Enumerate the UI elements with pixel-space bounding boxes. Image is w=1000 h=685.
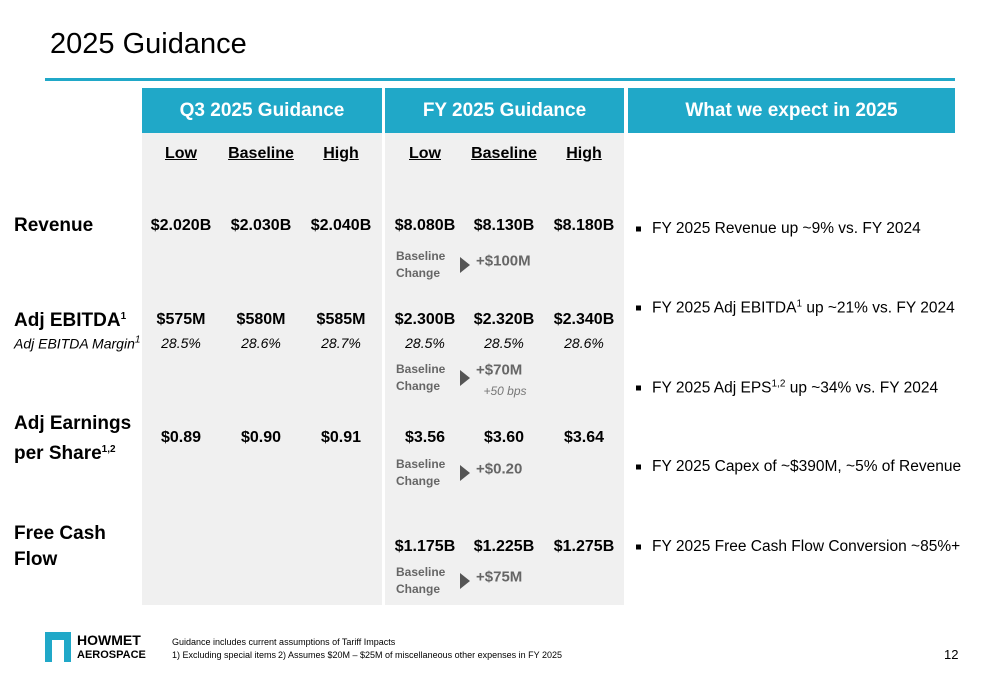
q3-value: $2.030B bbox=[230, 217, 292, 234]
fy-value: $8.180B bbox=[553, 217, 615, 234]
q3-header: Q3 2025 Guidance bbox=[142, 88, 382, 133]
baseline-change-value: +$100M bbox=[476, 252, 531, 270]
title: 2025 Guidance bbox=[50, 28, 247, 60]
q3-margin: 28.5% bbox=[161, 335, 201, 351]
q3-value: $0.91 bbox=[320, 429, 362, 446]
bullet-marker bbox=[636, 544, 641, 550]
change-arrow bbox=[460, 257, 470, 273]
q3-value: $0.90 bbox=[240, 429, 282, 446]
expectation: FY 2025 Revenue up ~9% vs. FY 2024 bbox=[652, 220, 921, 238]
fy-value: $1.275B bbox=[553, 538, 615, 555]
fy-header: FY 2025 Guidance bbox=[385, 88, 624, 133]
title-rule bbox=[45, 78, 955, 81]
row-label: Adj Earnings per Share1,2 bbox=[14, 411, 139, 467]
column-subheader: High bbox=[566, 145, 602, 162]
change-arrow bbox=[460, 370, 470, 386]
expect-header: What we expect in 2025 bbox=[628, 88, 955, 133]
fy-value: $8.130B bbox=[473, 217, 535, 234]
expectation-text: FY 2025 Revenue up ~9% vs. FY 2024 bbox=[652, 220, 921, 237]
column-subheader: Baseline bbox=[228, 145, 294, 162]
q3-value: $585M bbox=[316, 311, 366, 328]
fy-margin: 28.6% bbox=[564, 335, 604, 351]
expectation-text: FY 2025 Free Cash Flow Conversion ~85%+ bbox=[652, 538, 961, 555]
q3-value: $580M bbox=[236, 311, 286, 328]
expectation: FY 2025 Adj EBITDA1 up ~21% vs. FY 2024 bbox=[652, 298, 955, 317]
expectation-text: up ~21% vs. FY 2024 bbox=[802, 299, 955, 317]
row-sublabel-sup: 1 bbox=[134, 334, 141, 346]
baseline-change-value: +$0.20 bbox=[476, 460, 523, 478]
expectation-sup: 1,2 bbox=[771, 378, 786, 390]
row-label: Revenue bbox=[14, 213, 139, 239]
footnote: 1) Excluding special items bbox=[172, 650, 277, 660]
fy-value: $8.080B bbox=[394, 217, 456, 234]
baseline-change-label: Baseline Change bbox=[396, 362, 446, 393]
row-label: Free Cash Flow bbox=[14, 521, 139, 573]
baseline-change-label: Baseline Change bbox=[396, 457, 446, 488]
baseline-change-label: Baseline Change bbox=[396, 249, 446, 280]
page-number: 12 bbox=[944, 647, 959, 662]
baseline-change-label: Baseline Change bbox=[396, 565, 446, 596]
change-arrow bbox=[460, 573, 470, 589]
q3-value: $2.020B bbox=[150, 217, 212, 234]
row-sublabel-text: Adj EBITDA Margin bbox=[14, 335, 135, 352]
fy-value: $2.320B bbox=[473, 311, 535, 328]
logo-bottom: AEROSPACE bbox=[77, 649, 146, 661]
q3-panel bbox=[142, 133, 382, 605]
bullet-marker bbox=[636, 464, 641, 470]
row-label: Adj EBITDA1 bbox=[14, 304, 139, 334]
fy-value: $1.175B bbox=[394, 538, 456, 555]
row-label-text: Free Cash Flow bbox=[14, 523, 106, 570]
fy-value: $3.60 bbox=[483, 429, 525, 446]
fy-value: $1.225B bbox=[473, 538, 535, 555]
fy-panel bbox=[385, 133, 624, 605]
footer-note: Guidance includes current assumptions of… bbox=[172, 637, 396, 647]
logo-top: HOWMET bbox=[77, 632, 141, 648]
column-subheader: Baseline bbox=[471, 145, 537, 162]
expectation-sup: 1 bbox=[796, 298, 803, 310]
fy-value: $3.56 bbox=[404, 429, 446, 446]
q3-value: $0.89 bbox=[160, 429, 202, 446]
baseline-change-note: +50 bps bbox=[483, 384, 527, 398]
expectation-text: FY 2025 Adj EBITDA bbox=[652, 299, 797, 317]
row-label-text: Adj EBITDA bbox=[14, 310, 121, 332]
bullet-marker bbox=[636, 305, 641, 311]
q3-value: $575M bbox=[156, 311, 206, 328]
expectation-text: up ~34% vs. FY 2024 bbox=[785, 379, 939, 397]
fy-margin: 28.5% bbox=[484, 335, 524, 351]
q3-margin: 28.6% bbox=[241, 335, 281, 351]
change-arrow bbox=[460, 465, 470, 481]
expectation: FY 2025 Capex of ~$390M, ~5% of Revenue bbox=[652, 458, 961, 476]
expectation-text: FY 2025 Adj EPS bbox=[652, 379, 772, 397]
baseline-change-value: +$70M bbox=[476, 361, 523, 379]
expectation: FY 2025 Free Cash Flow Conversion ~85%+ bbox=[652, 538, 960, 556]
column-subheader: Low bbox=[165, 145, 197, 162]
fy-margin: 28.5% bbox=[405, 335, 445, 351]
q3-value: $2.040B bbox=[310, 217, 372, 234]
footnote: 2) Assumes $20M – $25M of miscellaneous … bbox=[278, 650, 562, 660]
fy-value: $2.300B bbox=[394, 311, 456, 328]
bullet-marker bbox=[636, 226, 641, 232]
row-label-sup: 1 bbox=[120, 310, 127, 322]
row-sublabel: Adj EBITDA Margin1 bbox=[14, 335, 140, 352]
fy-value: $3.64 bbox=[563, 429, 605, 446]
row-label-text: Revenue bbox=[14, 215, 94, 236]
logo-mark-cut bbox=[52, 640, 64, 662]
expectation-text: FY 2025 Capex of ~$390M, ~5% of Revenue bbox=[652, 458, 962, 475]
q3-margin: 28.7% bbox=[321, 335, 361, 351]
baseline-change-value: +$75M bbox=[476, 568, 523, 586]
fy-value: $2.340B bbox=[553, 311, 615, 328]
expectation: FY 2025 Adj EPS1,2 up ~34% vs. FY 2024 bbox=[652, 378, 938, 397]
column-subheader: Low bbox=[409, 145, 441, 162]
row-label-text: Adj Earnings per Share bbox=[14, 412, 132, 465]
bullet-marker bbox=[636, 385, 641, 391]
row-label-sup: 1,2 bbox=[101, 443, 116, 455]
column-subheader: High bbox=[323, 145, 359, 162]
